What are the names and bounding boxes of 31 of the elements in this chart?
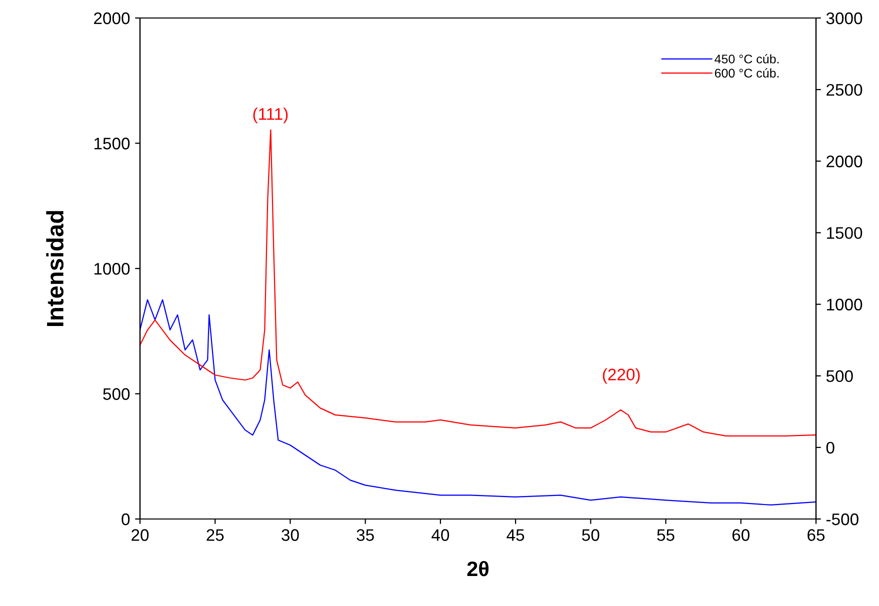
y2-tick-label: 2500: [826, 84, 862, 96]
y-tick-label: 500: [103, 388, 130, 400]
y2-tick-label: 500: [826, 370, 853, 382]
legend-label: 450 °C cúb.: [714, 54, 779, 64]
x-tick-label: 50: [582, 529, 600, 541]
line-series: [140, 129, 816, 437]
y2-tick-label: 2000: [826, 156, 862, 168]
x-tick-label: 55: [657, 529, 674, 541]
y2-tick-label: 3000: [826, 12, 862, 24]
x-tick-label: 20: [132, 529, 149, 541]
y-tick-label: 1500: [94, 138, 130, 150]
y2-tick-label: -500: [826, 513, 858, 526]
x-tick-label: 65: [808, 529, 825, 541]
x-axis-title: 2θ: [467, 560, 489, 576]
annotation: (220): [602, 368, 640, 384]
y2-tick-label: 1000: [826, 298, 862, 310]
legend-label: 600 °C cúb.: [714, 68, 779, 78]
y-tick-label: 1000: [94, 262, 130, 275]
y-tick-label: 2000: [94, 12, 130, 24]
line-series: [140, 299, 816, 506]
x-tick-label: 35: [356, 529, 374, 541]
x-tick-label: 25: [206, 529, 224, 541]
x-tick-label: 40: [432, 529, 450, 541]
x-tick-label: 60: [732, 529, 750, 541]
y-tick-label: 0: [122, 513, 130, 526]
y2-tick-label: 0: [826, 442, 834, 454]
annotation: (111): [253, 108, 288, 124]
x-tick-label: 30: [282, 529, 299, 541]
y-axis-title: Intensidad: [46, 211, 64, 326]
x-tick-label: 45: [506, 529, 524, 541]
y2-tick-label: 1500: [826, 227, 862, 239]
